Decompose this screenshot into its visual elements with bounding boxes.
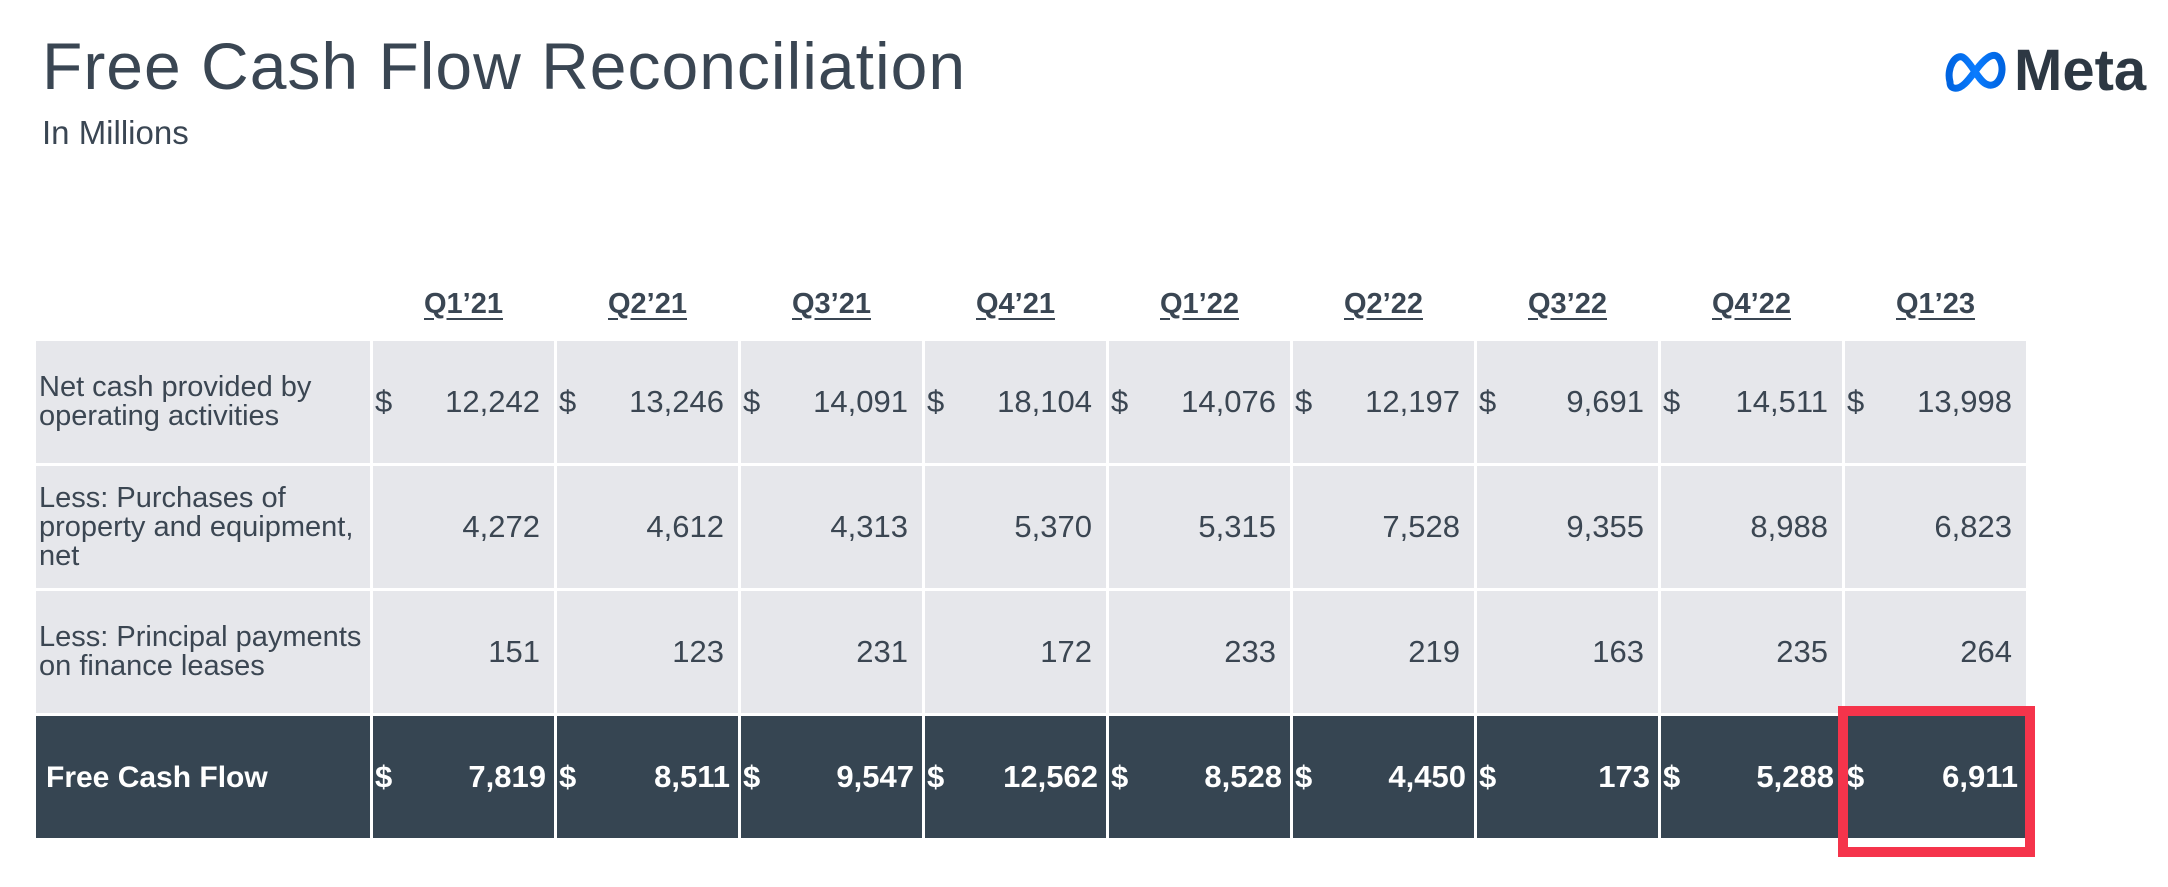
cell-value: 7,528 <box>1382 509 1460 544</box>
cell-value: 18,104 <box>997 384 1092 419</box>
cell-value: 7,819 <box>468 759 546 794</box>
currency-symbol: $ <box>375 384 393 419</box>
cell-value: 8,511 <box>654 759 730 794</box>
cell-value: 151 <box>488 634 540 669</box>
cell-value: 219 <box>1408 634 1460 669</box>
column-header: Q4’21 <box>976 287 1055 320</box>
cell-value: 231 <box>856 634 908 669</box>
cell-value: 6,911 <box>1942 759 2018 794</box>
currency-symbol: $ <box>1847 384 1865 419</box>
logo-wordmark: Meta <box>2014 37 2147 103</box>
cell-value: 235 <box>1776 634 1828 669</box>
currency-symbol: $ <box>927 759 945 794</box>
page-title: Free Cash Flow Reconciliation <box>42 29 967 103</box>
currency-symbol: $ <box>1295 384 1313 419</box>
cell-value: 123 <box>672 634 724 669</box>
currency-symbol: $ <box>1663 759 1681 794</box>
currency-symbol: $ <box>559 384 577 419</box>
currency-symbol: $ <box>375 759 393 794</box>
currency-symbol: $ <box>743 384 761 419</box>
currency-symbol: $ <box>743 759 761 794</box>
page-subtitle: In Millions <box>42 114 189 151</box>
currency-symbol: $ <box>1295 759 1313 794</box>
row-label: Net cash provided by operating activitie… <box>33 338 373 466</box>
cell-value: 5,288 <box>1756 759 1834 794</box>
column-header: Q3’22 <box>1528 287 1607 320</box>
column-header: Q4’22 <box>1712 287 1791 320</box>
table-header-row: Q1’21 Q2’21 Q3’21 Q4’21 Q1’22 Q2’22 Q3’2… <box>34 270 2028 340</box>
cell-value: 4,272 <box>462 509 540 544</box>
meta-logo: Meta <box>1944 38 2146 103</box>
row-label: Less: Purchases of property and equipmen… <box>33 463 373 591</box>
cell-value: 6,823 <box>1934 509 2012 544</box>
cell-value: 9,355 <box>1566 509 1644 544</box>
highlight-box <box>1838 706 2035 857</box>
column-header: Q3’21 <box>792 287 871 320</box>
row-label: Free Cash Flow <box>33 713 373 841</box>
header-empty <box>35 270 372 340</box>
currency-symbol: $ <box>1479 384 1497 419</box>
table-row: Less: Principal payments on finance leas… <box>33 588 2029 716</box>
cell-value: 173 <box>1598 759 1650 794</box>
cell-value: 4,612 <box>646 509 724 544</box>
cell-value: 172 <box>1040 634 1092 669</box>
total-row: Free Cash Flow $7,819 $8,511 $9,547 $12,… <box>33 713 2029 841</box>
cell-value: 9,691 <box>1566 384 1644 419</box>
currency-symbol: $ <box>1479 759 1497 794</box>
cell-value: 163 <box>1592 634 1644 669</box>
cell-value: 14,511 <box>1735 384 1828 419</box>
row-label: Less: Principal payments on finance leas… <box>33 588 373 716</box>
column-header: Q1’23 <box>1896 287 1975 320</box>
cell-value: 233 <box>1224 634 1276 669</box>
currency-symbol: $ <box>1847 759 1865 794</box>
column-header: Q2’21 <box>608 287 687 320</box>
cell-value: 4,313 <box>830 509 908 544</box>
cell-value: 4,450 <box>1388 759 1466 794</box>
currency-symbol: $ <box>1111 384 1129 419</box>
cell-value: 14,091 <box>813 384 908 419</box>
fcf-table: Q1’21 Q2’21 Q3’21 Q4’21 Q1’22 Q2’22 Q3’2… <box>33 270 2029 841</box>
currency-symbol: $ <box>1111 759 1129 794</box>
cell-value: 8,988 <box>1750 509 1828 544</box>
column-header: Q2’22 <box>1344 287 1423 320</box>
cell-value: 5,315 <box>1198 509 1276 544</box>
cell-value: 12,242 <box>445 384 540 419</box>
meta-infinity-icon <box>1945 51 2006 92</box>
cell-value: 13,246 <box>629 384 724 419</box>
column-header: Q1’22 <box>1160 287 1239 320</box>
column-header: Q1’21 <box>424 287 503 320</box>
cell-value: 14,076 <box>1181 384 1276 419</box>
cell-value: 12,562 <box>1003 759 1098 794</box>
cell-value: 8,528 <box>1204 759 1282 794</box>
currency-symbol: $ <box>927 384 945 419</box>
cell-value: 9,547 <box>836 759 914 794</box>
currency-symbol: $ <box>559 759 577 794</box>
currency-symbol: $ <box>1663 384 1681 419</box>
cell-value: 264 <box>1960 634 2012 669</box>
table-row: Less: Purchases of property and equipmen… <box>33 463 2029 591</box>
table-row: Net cash provided by operating activitie… <box>33 338 2029 466</box>
cell-value: 5,370 <box>1014 509 1092 544</box>
cell-value: 13,998 <box>1917 384 2012 419</box>
cell-value: 12,197 <box>1365 384 1460 419</box>
